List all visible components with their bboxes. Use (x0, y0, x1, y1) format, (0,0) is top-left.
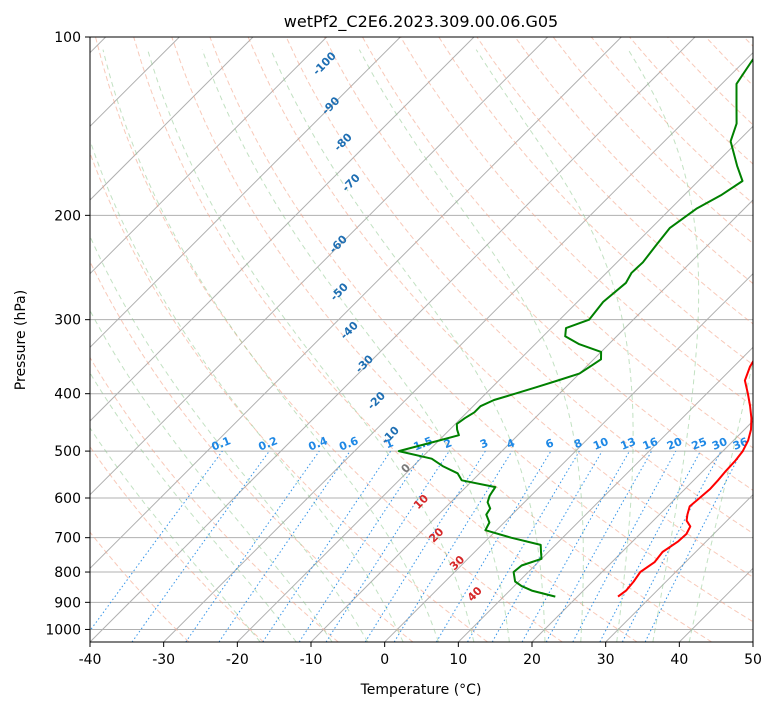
mixing-ratio-label: 1 (383, 436, 395, 451)
mixing-ratio-line (298, 450, 425, 642)
x-tick-label: 30 (597, 652, 615, 668)
dry-adiabat (90, 151, 488, 642)
y-tick-label: 100 (54, 30, 81, 46)
moist-adiabat (270, 49, 546, 642)
isotherm-line (90, 37, 328, 275)
x-tick-label: 0 (380, 652, 389, 668)
mixing-ratio-label: 30 (710, 435, 729, 453)
moist-adiabat (102, 49, 439, 642)
y-tick-label: 700 (54, 531, 81, 547)
isotherm-line (90, 37, 622, 570)
isotherm-line (90, 37, 696, 642)
mixing-ratio-label: 10 (591, 435, 610, 453)
x-tick-label: -20 (226, 652, 249, 668)
mixing-ratio-line (325, 450, 450, 642)
mixing-ratio-label: 25 (690, 435, 709, 453)
mixing-ratio-label: 36 (731, 435, 750, 453)
moist-adiabat (90, 427, 261, 642)
mixing-ratio-line (644, 450, 743, 642)
mixing-ratio-line (262, 450, 392, 642)
dry-adiabat (438, 37, 753, 366)
mixing-ratio-line (572, 450, 677, 642)
mixing-ratio-label: 16 (641, 435, 660, 453)
mixing-ratio-label: 8 (572, 436, 584, 451)
isotherm-line (605, 493, 753, 642)
y-tick-label: 1000 (45, 622, 81, 638)
x-tick-label: -30 (152, 652, 175, 668)
plot-frame (89, 36, 754, 643)
dry-adiabat (362, 37, 753, 449)
y-tick-label: 200 (54, 208, 81, 224)
x-axis-label: Temperature (°C) (360, 682, 482, 698)
dry-adiabat (90, 531, 190, 642)
mixing-ratio-label: 13 (619, 435, 638, 453)
axis-ticks: -40 -30 -20 -10 0 10 20 30 40 50 100 200 300 400 500 60… (45, 30, 762, 668)
isotherm-line (384, 272, 753, 642)
mixing-ratio-label: 20 (665, 435, 684, 453)
moist-adiabat (90, 371, 297, 642)
x-tick-label: -10 (300, 652, 323, 668)
mixing-ratio-label: 2 (442, 436, 454, 451)
dry-adiabat (247, 37, 753, 578)
isotherm-line (90, 37, 475, 422)
x-tick-label: 40 (670, 652, 688, 668)
y-tick-label: 400 (54, 387, 81, 403)
dry-adiabat (400, 37, 753, 407)
dry-adiabat (90, 260, 414, 642)
y-tick-label: 600 (54, 491, 81, 507)
moist-adiabat (475, 49, 634, 642)
y-tick-label: 300 (54, 313, 81, 329)
mixing-ratio-line (545, 450, 653, 642)
moist-adiabat (627, 49, 700, 642)
isotherm-line (236, 125, 753, 642)
isotherm-line (90, 37, 401, 349)
y-tick-label: 900 (54, 595, 81, 611)
dry-adiabat (90, 445, 264, 642)
moist-adiabat (90, 235, 369, 642)
x-tick-label: 10 (449, 652, 467, 668)
moist-adiabat (201, 49, 510, 642)
mixing-ratio-line (393, 450, 513, 642)
dry-adiabat (171, 37, 712, 642)
isotherm-line (90, 37, 549, 496)
mixing-ratio-line (90, 450, 223, 632)
background-lines (90, 37, 753, 642)
y-tick-label: 500 (54, 444, 81, 460)
plot-background (90, 37, 753, 642)
temperature-profile (617, 359, 753, 598)
dry-adiabat (95, 37, 563, 642)
x-tick-label: -40 (79, 652, 102, 668)
isotherm-line (163, 51, 753, 642)
dry-adiabat (285, 37, 753, 535)
isotherm-line (531, 420, 753, 642)
moist-adiabat (688, 358, 753, 642)
isotherm-line (90, 37, 254, 201)
dry-adiabat (90, 356, 339, 642)
x-tick-label: 50 (744, 652, 762, 668)
mixing-ratio-line (185, 450, 320, 642)
y-tick-label: 800 (54, 565, 81, 581)
dry-adiabat (209, 37, 753, 623)
dry-adiabat (133, 37, 638, 642)
dry-adiabat (514, 37, 753, 285)
dry-adiabat (323, 37, 753, 491)
mixing-ratio-line (218, 450, 351, 642)
y-axis-label: Pressure (hPa) (13, 290, 29, 390)
mixing-ratio-label: 3 (478, 436, 490, 451)
chart-title: wetPf2_C2E6.2023.309.00.06.G05 (284, 12, 558, 32)
profile-lines (397, 57, 753, 598)
mixing-ratio-line (521, 450, 630, 642)
mixing-ratio-line (131, 450, 270, 642)
moist-adiabat (90, 138, 404, 642)
x-tick-label: 20 (523, 652, 541, 668)
isotherm-line (752, 641, 753, 642)
isotherm-line (457, 346, 753, 642)
dewpoint-profile (397, 57, 753, 598)
